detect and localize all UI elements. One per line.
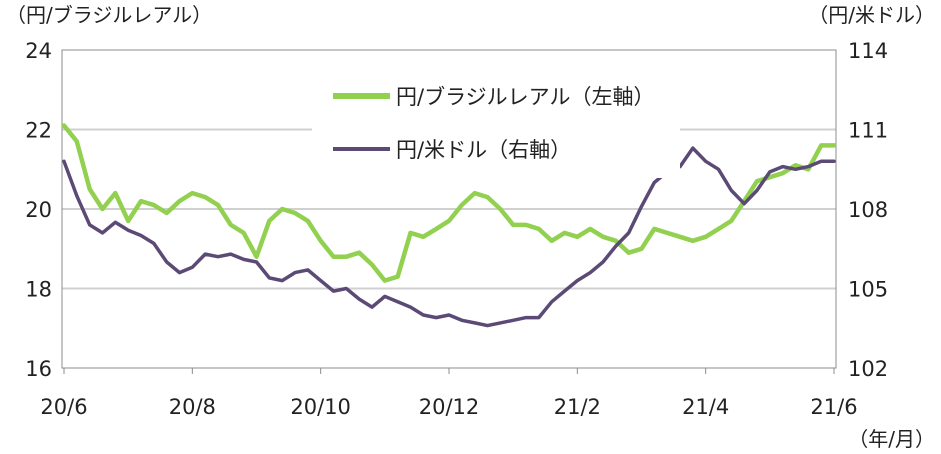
legend-label-brl: 円/ブラジルレアル（左軸）: [396, 85, 654, 109]
legend: 円/ブラジルレアル（左軸） 円/米ドル（右軸）: [312, 78, 680, 178]
right-axis-label: （円/米ドル）: [808, 3, 935, 27]
right-tick-label: 114: [848, 39, 888, 63]
left-axis-label: （円/ブラジルレアル）: [6, 3, 212, 27]
left-tick-label: 24: [25, 39, 52, 63]
x-tick-label: 21/6: [810, 395, 857, 419]
series-layer: [61, 123, 837, 328]
left-tick-label: 20: [25, 198, 52, 222]
x-tick-label: 21/4: [682, 395, 729, 419]
x-tick-label: 20/10: [290, 395, 351, 419]
legend-label-usd: 円/米ドル（右軸）: [396, 138, 571, 162]
left-tick-label: 16: [25, 357, 52, 381]
x-axis-label: （年/月）: [848, 427, 935, 451]
x-tick-label: 21/2: [554, 395, 601, 419]
right-axis-ticks: 114 111 108 105 102: [848, 39, 888, 381]
right-tick-label: 108: [848, 198, 888, 222]
right-tick-label: 111: [848, 119, 888, 143]
series-line-usd: [62, 146, 836, 328]
series-line-brl: [61, 123, 837, 283]
right-tick-label: 105: [848, 278, 888, 302]
left-tick-label: 22: [25, 119, 52, 143]
left-tick-label: 18: [25, 278, 52, 302]
left-axis-ticks: 24 22 20 18 16: [25, 39, 52, 381]
x-tick-label: 20/12: [419, 395, 480, 419]
x-tick-label: 20/8: [169, 395, 216, 419]
x-tick-label: 20/6: [40, 395, 87, 419]
right-tick-label: 102: [848, 357, 888, 381]
x-axis-ticks: 20/6 20/8 20/10 20/12 21/2 21/4 21/6: [40, 368, 858, 419]
